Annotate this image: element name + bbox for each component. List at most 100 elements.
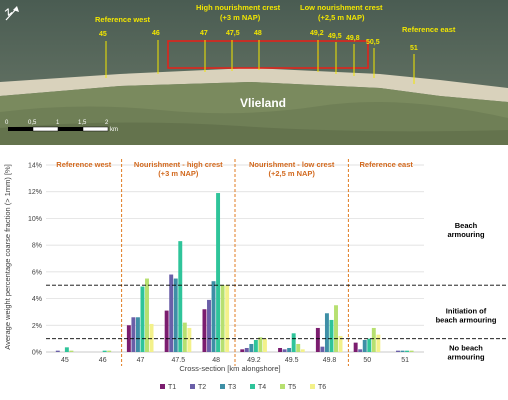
map-label-low-crest-height: (+2,5 m NAP) xyxy=(318,13,365,22)
y-tick-label: 12% xyxy=(28,189,42,196)
bar-t4-45 xyxy=(64,347,69,352)
legend-swatch-t6 xyxy=(310,384,315,389)
annotation-line1: Initiation of xyxy=(446,306,487,315)
aerial-map: Z Reference west High nourishment crest … xyxy=(0,0,508,145)
bar-t1-47-5 xyxy=(164,310,169,352)
bar-t2-49-5 xyxy=(282,349,287,352)
y-tick-label: 4% xyxy=(32,296,42,303)
region-title: Nourishment - low crest xyxy=(249,160,335,169)
bar-t6-48 xyxy=(225,285,230,352)
x-tick-label: 49.2 xyxy=(247,357,261,364)
bar-t4-51 xyxy=(405,350,410,352)
y-tick-label: 0% xyxy=(32,350,42,357)
x-tick-label: 47.5 xyxy=(171,357,185,364)
bar-t3-48 xyxy=(211,281,216,352)
bar-t5-45 xyxy=(69,350,74,352)
legend-swatch-t5 xyxy=(280,384,285,389)
bar-t2-47 xyxy=(131,317,136,352)
threshold-lines xyxy=(46,284,508,340)
bar-t5-49-2 xyxy=(258,337,263,352)
legend-swatch-t2 xyxy=(190,384,195,389)
y-axis-title: Average weight percentage coarse fractio… xyxy=(3,164,12,350)
section-number: 49,2 xyxy=(310,30,324,37)
scale-tick: 1,5 xyxy=(78,120,87,126)
north-symbol: Z xyxy=(3,6,14,18)
bar-t2-45 xyxy=(55,350,60,352)
bar-t3-49-8 xyxy=(324,313,329,352)
annotation-line2: beach armouring xyxy=(436,315,497,324)
x-tick-label: 48 xyxy=(212,357,220,364)
bar-t4-47 xyxy=(140,286,145,352)
x-tick-label: 51 xyxy=(401,357,409,364)
region-subtitle: (+3 m NAP) xyxy=(158,169,199,178)
section-number: 47,5 xyxy=(226,30,240,37)
section-number: 50,5 xyxy=(366,39,380,46)
bar-t4-46 xyxy=(102,350,107,352)
region-subtitle: (+2,5 m NAP) xyxy=(268,169,315,178)
bar-t1-47 xyxy=(126,325,131,352)
x-tick-label: 49.8 xyxy=(323,357,337,364)
legend: T1 T2 T3 T4 T5 T6 xyxy=(160,384,326,391)
bar-t6-49-2 xyxy=(262,338,267,352)
section-number: 47 xyxy=(200,30,208,37)
legend-label-t1: T1 xyxy=(168,384,176,391)
section-number: 45 xyxy=(99,31,107,38)
bar-t6-47 xyxy=(149,323,154,352)
legend-swatch-t1 xyxy=(160,384,165,389)
bar-t3-47-5 xyxy=(173,278,178,352)
bar-t1-50 xyxy=(353,342,358,352)
bar-t3-51 xyxy=(400,350,405,352)
bar-t3-47 xyxy=(135,317,140,352)
legend-label-t2: T2 xyxy=(198,384,206,391)
bar-t4-49-8 xyxy=(329,319,334,352)
x-tick-label: 47 xyxy=(137,357,145,364)
y-tick-label: 10% xyxy=(28,216,42,223)
north-arrow: Z xyxy=(3,6,19,21)
bar-t5-49-5 xyxy=(296,343,301,352)
bar-t1-48 xyxy=(202,309,207,352)
scale-tick: 1 xyxy=(56,120,60,126)
section-number: 49,5 xyxy=(328,33,342,40)
map-label-island: Vlieland xyxy=(240,96,286,110)
bar-t5-51 xyxy=(409,350,414,352)
y-tick-label: 14% xyxy=(28,163,42,170)
bar-t4-49-2 xyxy=(253,339,258,352)
scale-tick: 0,5 xyxy=(28,120,37,126)
legend-swatch-t4 xyxy=(250,384,255,389)
bar-t6-49-8 xyxy=(338,335,343,352)
bar-t1-49-5 xyxy=(278,347,283,352)
grid-layer xyxy=(46,164,424,353)
annotation-line1: No beach xyxy=(449,344,483,353)
bar-t5-47 xyxy=(145,278,149,352)
legend-label-t4: T4 xyxy=(258,384,266,391)
bar-t1-49-2 xyxy=(240,349,245,352)
region-title: Nourishment - high crest xyxy=(134,160,223,169)
bar-t5-49-8 xyxy=(334,305,338,352)
x-axis-title: Cross-section [km alongshore] xyxy=(179,364,280,373)
beach-strip xyxy=(0,68,508,102)
y-tick-label: 8% xyxy=(32,243,42,250)
bar-t5-50 xyxy=(371,327,376,352)
bar-t2-49-2 xyxy=(244,347,249,352)
bar-t4-49-5 xyxy=(291,333,296,352)
legend-label-t6: T6 xyxy=(318,384,326,391)
bar-t4-50 xyxy=(367,338,372,352)
region-title: Reference west xyxy=(56,160,112,169)
map-label-low-crest: Low nourishment crest xyxy=(300,3,383,12)
map-label-high-crest-height: (+3 m NAP) xyxy=(220,13,261,22)
map-label-reference-west: Reference west xyxy=(95,15,151,24)
bar-t2-51 xyxy=(396,350,400,352)
bar-t2-47-5 xyxy=(169,274,174,352)
bar-t4-47-5 xyxy=(178,241,183,352)
scale-bar: 0 0,5 1 1,5 2 km xyxy=(5,120,118,133)
y-tick-label: 6% xyxy=(32,269,42,276)
y-tick-label: 2% xyxy=(32,323,42,330)
bar-t5-46 xyxy=(107,350,112,352)
region-title: Reference east xyxy=(360,160,414,169)
bar-t4-48 xyxy=(216,193,221,352)
nourishment-area xyxy=(167,40,369,69)
section-number: 48 xyxy=(254,30,262,37)
bar-t1-49-8 xyxy=(315,327,320,352)
bar-t3-50 xyxy=(362,339,367,352)
bar-t2-49-8 xyxy=(320,346,325,352)
